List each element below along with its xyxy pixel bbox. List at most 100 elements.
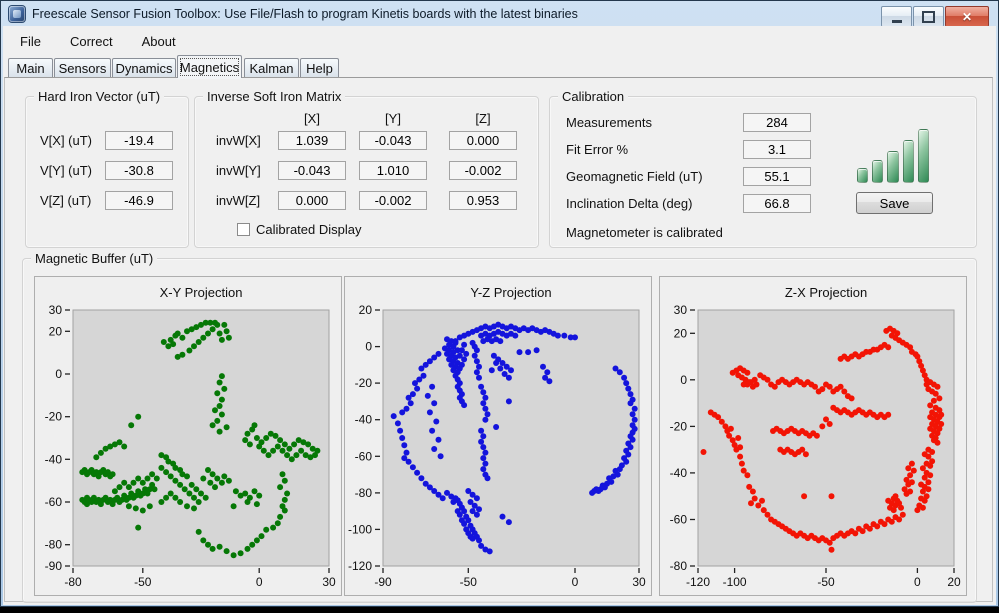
signal-bar-3 [887,151,899,183]
save-button[interactable]: Save [856,192,933,214]
tab-sensors[interactable]: Sensors [54,58,111,77]
invwy-x: -0.043 [278,161,346,180]
invwx-label: invW[X] [216,133,261,148]
svg-text:0: 0 [572,575,579,589]
svg-text:Y-Z Projection: Y-Z Projection [470,285,551,300]
invwz-y: -0.002 [359,191,427,210]
tab-main[interactable]: Main [8,58,53,77]
vz-label: V[Z] (uT) [40,193,92,208]
svg-text:-100: -100 [723,575,747,589]
vy-value: -30.8 [105,161,173,180]
svg-text:0: 0 [680,373,687,387]
menu-file[interactable]: File [20,33,41,49]
measurements-label: Measurements [566,115,652,130]
vx-label: V[X] (uT) [40,133,93,148]
vz-value: -46.9 [105,191,173,210]
svg-text:-20: -20 [45,410,63,424]
magnetic-buffer-legend: Magnetic Buffer (uT) [31,251,158,266]
svg-text:-20: -20 [355,376,373,390]
svg-text:-50: -50 [817,575,835,589]
svg-text:-80: -80 [670,559,688,573]
svg-text:0: 0 [914,575,921,589]
invwx-y: -0.043 [359,131,427,150]
calibrated-display-checkbox[interactable] [237,223,250,236]
hard-iron-group: Hard Iron Vector (uT) V[X] (uT) -19.4 V[… [25,89,189,248]
minimize-icon [891,19,902,23]
window-title: Freescale Sensor Fusion Toolbox: Use Fil… [32,7,578,21]
yz-projection-plot: Y-Z Projection 20 0 -20 -40 -60 -80 -100 -120 -90… [344,276,652,596]
svg-text:30: 30 [49,303,63,317]
svg-text:-20: -20 [670,419,688,433]
svg-text:X-Y Projection: X-Y Projection [160,285,243,300]
svg-text:-40: -40 [45,452,63,466]
svg-text:0: 0 [55,367,62,381]
hard-iron-legend: Hard Iron Vector (uT) [34,89,165,104]
xy-projection-plot: X-Y Projection 30 20 0 -20 -40 -60 -80 -90 -80 -50… [34,276,342,596]
svg-text:-50: -50 [134,575,152,589]
close-button[interactable]: ✕ [945,6,989,28]
yz-projection-canvas: Y-Z Projection 20 0 -20 -40 -60 -80 -100 -120-90… [348,285,646,589]
vx-value: -19.4 [105,131,173,150]
zx-projection-canvas: Z-X Projection 30 20 0 -20 -40 -60 -80 -120 -100 -… [670,285,961,589]
svg-text:30: 30 [632,575,646,589]
svg-text:Z-X Projection: Z-X Projection [785,285,867,300]
vy-label: V[Y] (uT) [40,163,93,178]
app-icon [9,6,25,22]
svg-text:-80: -80 [64,575,82,589]
geomagnetic-field-label: Geomagnetic Field (uT) [566,169,703,184]
invwz-z: 0.953 [449,191,517,210]
svg-text:-120: -120 [686,575,710,589]
svg-text:-40: -40 [355,413,373,427]
magnetic-buffer-group: Magnetic Buffer (uT) X-Y Projection 30 20 0… [22,251,977,603]
calibration-group: Calibration Measurements 284 Fit Error %… [549,89,977,248]
signal-bar-2 [872,160,884,183]
zx-projection-plot: Z-X Projection 30 20 0 -20 -40 -60 -80 -120 -100 -… [659,276,967,596]
svg-text:-100: -100 [348,522,372,536]
maximize-button[interactable] [913,6,944,28]
invwy-label: invW[Y] [216,163,261,178]
menu-about[interactable]: About [141,33,176,49]
soft-iron-group: Inverse Soft Iron Matrix [X] [Y] [Z] inv… [194,89,539,248]
invwz-x: 0.000 [278,191,346,210]
signal-bar-1 [857,168,869,183]
invwy-y: 1.010 [359,161,427,180]
geomagnetic-field-value: 55.1 [743,167,811,186]
svg-text:20: 20 [359,303,373,317]
minimize-button[interactable] [881,6,912,28]
tab-kalman[interactable]: Kalman [244,58,299,77]
menu-bar: File Correct About [3,28,996,54]
svg-text:30: 30 [322,575,336,589]
tab-magnetics[interactable]: Magnetics [177,55,242,78]
svg-text:-60: -60 [45,495,63,509]
svg-text:-50: -50 [460,575,478,589]
svg-text:-90: -90 [45,559,63,573]
measurements-value: 284 [743,113,811,132]
close-icon: ✕ [961,10,973,24]
svg-text:-40: -40 [670,466,688,480]
inclination-delta-value: 66.8 [743,194,811,213]
signal-bar-5 [917,129,930,183]
title-bar[interactable]: Freescale Sensor Fusion Toolbox: Use Fil… [3,2,996,26]
svg-text:-80: -80 [355,486,373,500]
maximize-icon [922,11,935,23]
menu-correct[interactable]: Correct [69,33,113,49]
calibration-status: Magnetometer is calibrated [566,225,723,240]
svg-text:-80: -80 [45,538,63,552]
tab-dynamics[interactable]: Dynamics [112,58,176,77]
svg-text:0: 0 [256,575,263,589]
invwx-z: 0.000 [449,131,517,150]
svg-text:20: 20 [947,575,961,589]
calibrated-display-label: Calibrated Display [256,222,362,237]
invwz-label: invW[Z] [216,193,261,208]
svg-text:-60: -60 [355,449,373,463]
col-header-z: [Z] [475,111,491,126]
svg-text:-90: -90 [374,575,392,589]
invwy-z: -0.002 [449,161,517,180]
svg-text:0: 0 [365,340,372,354]
svg-text:20: 20 [49,324,63,338]
window-controls: ✕ [880,6,989,28]
soft-iron-legend: Inverse Soft Iron Matrix [203,89,346,104]
tab-help[interactable]: Help [300,58,339,77]
svg-text:-120: -120 [348,559,372,573]
